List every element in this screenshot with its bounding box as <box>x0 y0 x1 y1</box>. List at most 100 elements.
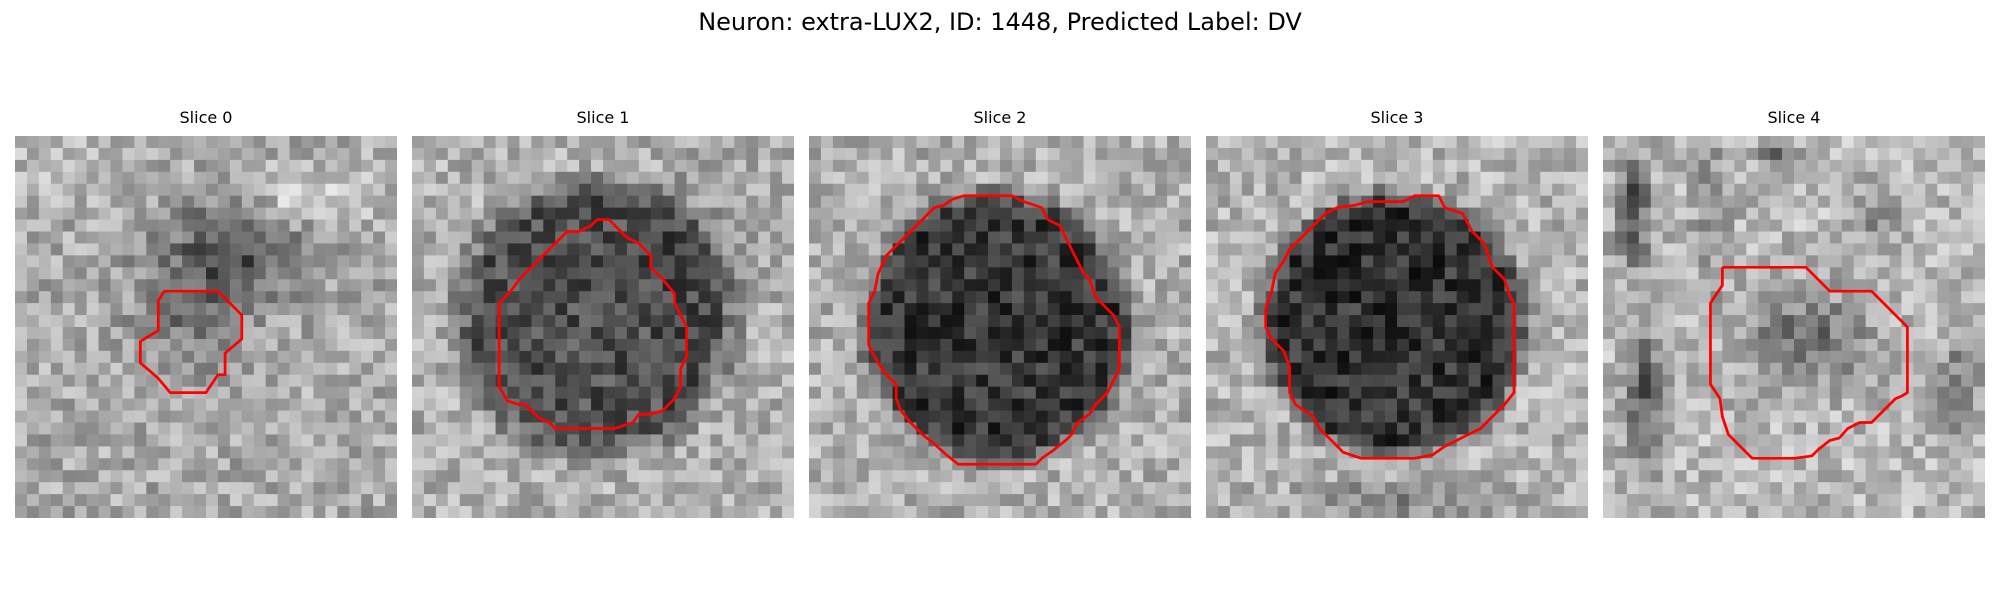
pixel <box>1889 398 1902 411</box>
pixel <box>1155 159 1168 173</box>
pixel <box>555 267 568 280</box>
pixel <box>229 386 243 399</box>
pixel <box>1456 291 1469 304</box>
pixel <box>1889 183 1902 197</box>
pixel <box>1131 434 1144 447</box>
pixel <box>1492 422 1505 435</box>
pixel <box>758 183 771 197</box>
pixel <box>1698 147 1711 161</box>
pixel <box>1059 482 1072 495</box>
pixel <box>722 494 735 507</box>
pixel <box>1564 231 1577 244</box>
pixel <box>1229 231 1243 244</box>
pixel <box>241 243 255 256</box>
pixel <box>1468 291 1481 304</box>
pixel <box>603 386 616 399</box>
pixel <box>1011 136 1025 149</box>
pixel <box>638 147 652 161</box>
pixel <box>1698 291 1711 304</box>
pixel <box>1782 219 1795 232</box>
pixel <box>1468 338 1481 352</box>
pixel <box>1770 207 1783 220</box>
slice-panel-2: Slice 2 <box>809 104 1191 518</box>
pixel <box>277 159 290 173</box>
pixel <box>519 219 532 232</box>
pixel <box>880 267 893 280</box>
pixel <box>1528 362 1541 376</box>
pixel <box>1059 506 1072 518</box>
pixel <box>1011 338 1025 352</box>
pixel <box>50 398 64 411</box>
pixel <box>1603 350 1616 364</box>
pixel <box>1277 398 1290 411</box>
pixel <box>483 231 496 244</box>
pixel <box>1937 183 1950 197</box>
pixel <box>626 267 640 280</box>
pixel <box>976 506 989 518</box>
pixel <box>1313 267 1326 280</box>
pixel <box>1059 255 1072 268</box>
pixel <box>1408 279 1422 292</box>
pixel <box>1349 315 1362 328</box>
pixel <box>746 410 759 423</box>
pixel <box>1229 410 1243 423</box>
pixel <box>1179 386 1191 399</box>
pixel <box>1734 350 1747 364</box>
pixel <box>1853 183 1866 197</box>
pixel <box>1167 446 1180 459</box>
pixel <box>471 446 484 459</box>
pixel <box>122 291 135 304</box>
pixel <box>1361 338 1374 352</box>
pixel <box>832 386 846 399</box>
pixel <box>1841 171 1855 185</box>
pixel <box>579 374 592 388</box>
pixel <box>686 315 699 328</box>
pixel <box>1265 434 1278 447</box>
pixel <box>832 267 846 280</box>
pixel <box>555 195 568 208</box>
pixel <box>1349 207 1362 220</box>
pixel <box>229 159 243 173</box>
pixel <box>1925 183 1938 197</box>
pixel <box>1397 482 1410 495</box>
pixel <box>1528 482 1541 495</box>
pixel <box>507 494 520 507</box>
pixel <box>110 159 123 173</box>
pixel <box>1901 171 1914 185</box>
pixel <box>1865 446 1878 459</box>
pixel <box>74 374 87 388</box>
pixel <box>265 482 278 495</box>
pixel <box>1516 482 1529 495</box>
pixel <box>1937 231 1950 244</box>
pixel <box>1770 267 1783 280</box>
pixel <box>1023 315 1037 328</box>
pixel <box>880 410 893 423</box>
pixel <box>1805 315 1819 328</box>
pixel <box>110 494 123 507</box>
pixel <box>1913 422 1926 435</box>
pixel <box>1095 422 1108 435</box>
pixel <box>1206 458 1219 471</box>
pixel <box>567 494 580 507</box>
pixel <box>1301 291 1314 304</box>
pixel <box>1361 458 1374 471</box>
pixel <box>1746 147 1759 161</box>
pixel <box>928 422 941 435</box>
pixel <box>1385 183 1398 197</box>
pixel <box>301 291 314 304</box>
pixel <box>1071 183 1084 197</box>
pixel <box>507 231 520 244</box>
pixel <box>50 159 64 173</box>
pixel <box>471 374 484 388</box>
pixel <box>1349 243 1362 256</box>
pixel <box>722 458 735 471</box>
pixel <box>976 291 989 304</box>
pixel <box>614 338 628 352</box>
pixel <box>1373 350 1386 364</box>
pixel <box>50 470 64 483</box>
pixel <box>1385 171 1398 185</box>
pixel <box>50 243 64 256</box>
pixel <box>1083 327 1096 340</box>
pixel <box>710 219 723 232</box>
pixel <box>265 362 278 376</box>
